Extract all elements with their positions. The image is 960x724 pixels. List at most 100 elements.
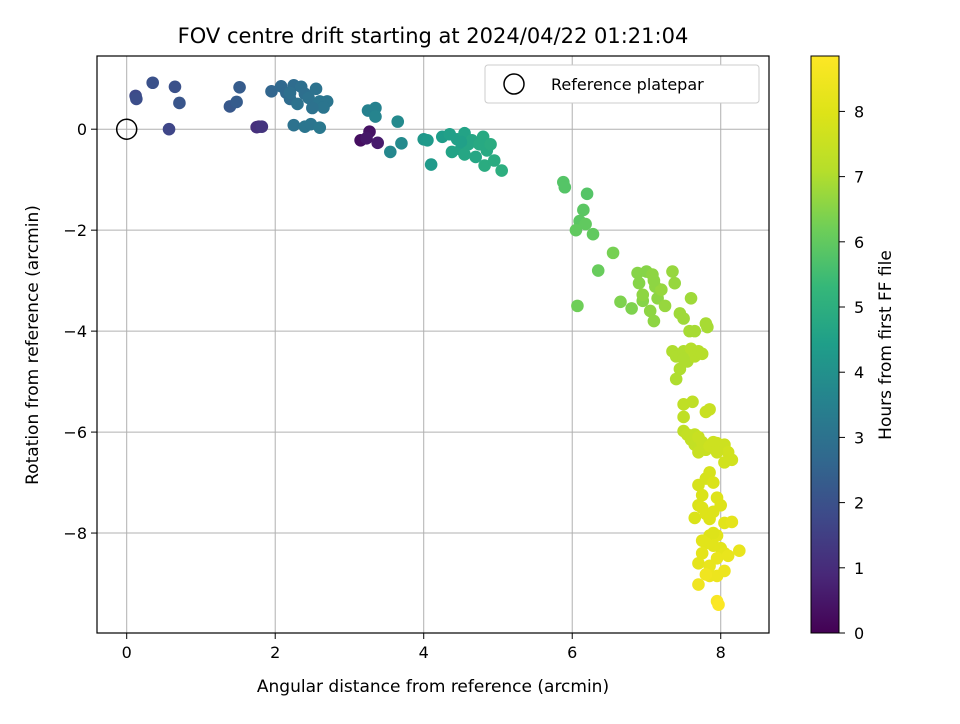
x-tick-label: 8 [716, 643, 726, 662]
data-point [692, 578, 705, 591]
data-point [173, 96, 186, 110]
data-point [458, 148, 471, 161]
data-point [707, 526, 720, 540]
data-point [732, 544, 746, 558]
x-tick-label: 6 [567, 643, 577, 662]
data-point [130, 92, 143, 106]
data-point [688, 324, 702, 338]
colorbar-tick-label: 3 [854, 428, 864, 447]
data-point [714, 498, 728, 512]
data-point [703, 403, 716, 416]
data-point [695, 347, 709, 361]
data-point [725, 515, 739, 529]
data-point [677, 312, 690, 325]
y-tick-label: −4 [63, 322, 87, 341]
data-point [487, 154, 501, 167]
legend-marker [503, 73, 525, 95]
data-point [707, 476, 720, 489]
data-point [317, 101, 330, 114]
legend-entry-reference: Reference platepar [551, 75, 704, 94]
colorbar-tick-label: 2 [854, 494, 864, 513]
data-point [478, 159, 491, 172]
legend: Reference platepar [484, 64, 760, 104]
data-point [710, 551, 724, 565]
data-point [162, 122, 176, 136]
data-point [360, 131, 373, 145]
data-point [625, 302, 638, 315]
data-point [699, 568, 713, 581]
colorbar-tick-label: 1 [854, 559, 864, 578]
data-point [643, 304, 657, 318]
data-point [586, 227, 600, 241]
data-point [695, 488, 709, 502]
data-point [684, 292, 698, 305]
data-point [658, 299, 672, 313]
data-point [606, 246, 620, 260]
grid [97, 56, 769, 633]
data-point [718, 564, 731, 578]
data-point [614, 295, 627, 309]
data-point [384, 145, 397, 159]
data-point [677, 352, 690, 366]
data-point [591, 264, 605, 277]
data-point [391, 115, 405, 128]
data-point [692, 557, 705, 570]
x-axis-ticks: 0 2 4 6 8 [122, 633, 726, 662]
data-point [484, 138, 497, 151]
colorbar-ticks: 0 1 2 3 4 5 6 7 8 [839, 102, 864, 643]
data-point [569, 223, 583, 237]
colorbar-label: Hours from first FF file [876, 250, 896, 440]
data-point [283, 86, 297, 100]
x-axis-label: Angular distance from reference (arcmin) [257, 677, 609, 697]
colorbar: 0 1 2 3 4 5 6 7 8 Hours from first FF file [810, 55, 896, 643]
colorbar-tick-label: 4 [854, 363, 864, 382]
legend-box [484, 64, 760, 104]
data-point [703, 466, 716, 479]
data-point [647, 274, 661, 287]
data-point [469, 150, 482, 164]
data-point [579, 217, 592, 231]
data-point [369, 110, 382, 123]
data-point [718, 456, 731, 469]
data-point [577, 203, 590, 217]
data-point [395, 137, 408, 150]
data-point [558, 180, 572, 194]
data-point [265, 85, 278, 98]
y-tick-label: 0 [77, 120, 87, 139]
data-point [445, 145, 459, 159]
data-point [255, 120, 269, 133]
chart-title: FOV centre drift starting at 2024/04/22 … [178, 24, 689, 48]
data-point [688, 511, 702, 525]
data-point [695, 546, 709, 560]
data-points [129, 76, 746, 612]
data-point [302, 91, 315, 105]
data-point [291, 97, 304, 111]
x-tick-label: 2 [270, 643, 280, 662]
data-point [712, 598, 725, 612]
data-point [309, 82, 323, 96]
data-point [701, 320, 714, 334]
data-point [647, 314, 661, 328]
data-point [306, 101, 319, 115]
colorbar-tick-label: 7 [854, 168, 864, 187]
x-tick-label: 0 [122, 643, 132, 662]
data-point [710, 445, 724, 459]
data-point [686, 395, 699, 409]
x-tick-label: 4 [419, 643, 429, 662]
colorbar-tick-label: 6 [854, 233, 864, 252]
y-axis-label: Rotation from reference (arcmin) [23, 205, 43, 485]
data-point [677, 410, 690, 424]
data-point [692, 445, 705, 459]
y-axis-ticks: 0 −2 −4 −6 −8 [63, 120, 97, 543]
y-tick-label: −2 [63, 221, 87, 240]
data-point [666, 265, 679, 278]
colorbar-tick-label: 0 [854, 624, 864, 643]
data-point [668, 276, 681, 290]
data-point [495, 164, 508, 177]
y-tick-label: −6 [63, 423, 87, 442]
colorbar-tick-label: 8 [854, 102, 864, 121]
data-point [230, 95, 243, 109]
data-point [146, 76, 159, 90]
